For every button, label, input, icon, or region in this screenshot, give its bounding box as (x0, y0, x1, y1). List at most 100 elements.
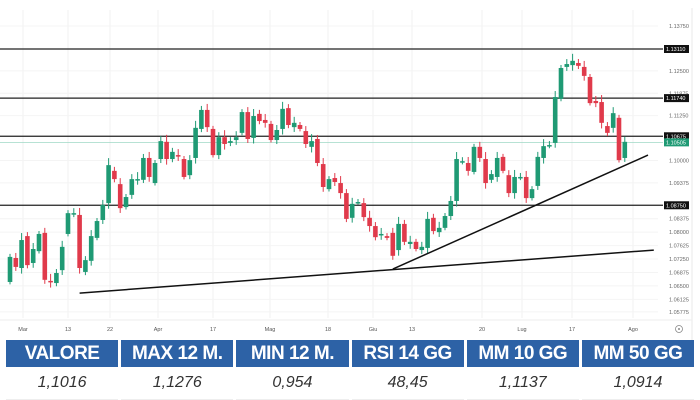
candle-body (309, 141, 314, 147)
candle (320, 158, 326, 192)
candle-body (48, 280, 53, 283)
candle-body (291, 122, 297, 128)
candle-body (384, 236, 390, 238)
candle-body (251, 116, 256, 138)
candle-body (448, 200, 454, 217)
candle-body (7, 256, 13, 282)
candle-body (36, 233, 42, 252)
stat-value: 1,1137 (466, 367, 579, 400)
candle (164, 134, 169, 165)
candle (94, 218, 100, 241)
candle (564, 59, 570, 71)
candle (523, 170, 529, 203)
candle-body (77, 214, 82, 268)
candle (77, 207, 82, 274)
candle (460, 157, 465, 165)
candle-body (344, 193, 349, 219)
candle (42, 227, 48, 284)
candle-body (100, 204, 106, 220)
candle-body (355, 202, 361, 204)
candle-body (216, 137, 222, 156)
candle-body (187, 160, 193, 176)
candle-body (407, 241, 413, 244)
stat-value: 1,0914 (581, 367, 695, 400)
candle-body (402, 223, 407, 242)
candle-body (378, 233, 384, 236)
candle (355, 199, 361, 205)
stat-header: MM 50 GG (581, 340, 695, 367)
candle-body (587, 76, 593, 104)
candle (610, 107, 616, 133)
x-tick-label: 18 (325, 327, 331, 333)
level-label-box (664, 201, 689, 210)
candle-body (315, 138, 320, 163)
level-label: 1.10675 (666, 134, 686, 140)
settings-icon-ring (675, 325, 683, 333)
candle-body (332, 178, 338, 182)
candle (529, 186, 535, 201)
candle (297, 121, 303, 132)
candle (291, 116, 297, 132)
candle (599, 95, 604, 129)
candle-body (489, 174, 494, 180)
candle (158, 136, 164, 164)
candle-body (570, 60, 575, 66)
x-tick-label: 17 (569, 327, 575, 333)
y-tick-label: 1.07250 (669, 257, 689, 263)
candle (25, 232, 30, 269)
candle-body (477, 146, 483, 158)
candle (465, 156, 471, 176)
y-tick-label: 1.08375 (669, 217, 689, 223)
candle (367, 210, 372, 232)
candle-body (506, 175, 512, 194)
candle (286, 104, 291, 129)
candle (100, 199, 106, 224)
candle (605, 122, 610, 137)
candle-body (30, 249, 36, 263)
settings-icon[interactable] (675, 325, 683, 333)
level-label: 1.13110 (666, 47, 685, 53)
candle-body (65, 213, 71, 234)
candle-body (483, 159, 488, 184)
candle-body (262, 119, 268, 123)
candle-body (460, 161, 465, 163)
candle (141, 153, 146, 184)
stat-rsi-14: RSI 14 GG 48,45 (351, 340, 464, 400)
candle-body (152, 162, 158, 184)
candle (251, 109, 256, 144)
candle-body (535, 156, 541, 186)
candle (315, 134, 320, 167)
candle (494, 151, 500, 182)
candle-body (181, 159, 187, 177)
candle-body (106, 165, 111, 204)
candle-body (54, 273, 59, 284)
candle-body (303, 131, 309, 144)
candle-body (436, 227, 442, 233)
candle-body (610, 113, 616, 128)
candle (7, 253, 13, 285)
candle (622, 136, 628, 162)
x-tick-label: Mag (265, 327, 276, 333)
x-tick-label: Apr (154, 327, 163, 333)
candle (187, 155, 193, 180)
x-tick-label: Mar (18, 327, 28, 333)
candle (442, 213, 448, 231)
candle (204, 103, 210, 132)
candle (210, 125, 216, 158)
candle-body (512, 176, 517, 194)
candle (228, 137, 233, 147)
x-tick-label: 13 (65, 327, 71, 333)
candle-body (581, 66, 587, 76)
y-tick-label: 1.06875 (669, 270, 689, 276)
y-tick-label: 1.12500 (669, 69, 689, 75)
candle (233, 131, 239, 145)
price-chart[interactable]: 1.137501.125001.118751.112501.100001.093… (0, 0, 700, 340)
candle-body (390, 232, 396, 256)
candle (274, 125, 280, 145)
candle (396, 216, 401, 256)
candle (280, 101, 285, 135)
stat-value: 0,954 (236, 367, 349, 400)
x-tick-label: 13 (409, 327, 415, 333)
level-label-box (664, 45, 689, 53)
candle-body (413, 241, 419, 249)
